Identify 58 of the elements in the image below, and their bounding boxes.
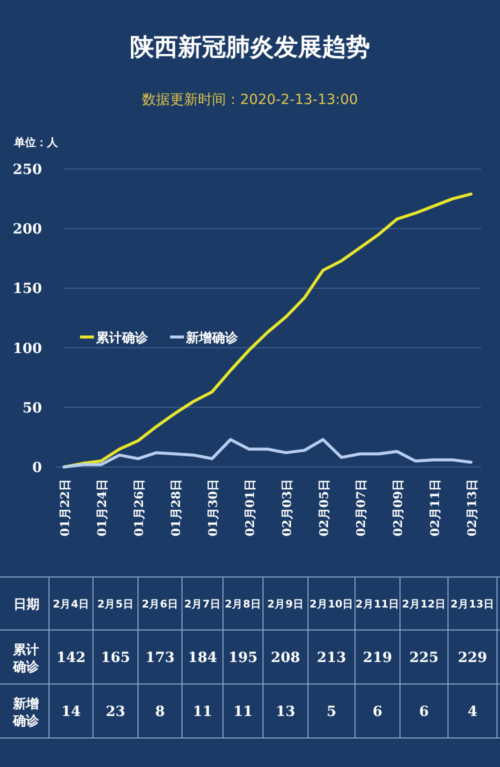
- data-label: 5: [326, 704, 336, 720]
- data-label: 6: [419, 704, 429, 720]
- y-tick-label: 250: [12, 162, 42, 178]
- category-label: 2月5日: [97, 598, 134, 610]
- line-series: [62, 438, 472, 468]
- x-tick-label: 02月05日: [317, 479, 331, 536]
- data-label: 219: [362, 650, 392, 666]
- chart-title: 陕西新冠肺炎发展趋势: [130, 33, 370, 61]
- y-tick-label: 150: [12, 281, 42, 298]
- x-tick-label: 02月11日: [428, 479, 442, 536]
- category-label: 2月8日: [224, 598, 262, 610]
- data-label: 8: [155, 704, 165, 720]
- x-tick-label: 02月13日: [465, 479, 479, 536]
- text: 日期: [14, 598, 40, 612]
- data-label: 213: [316, 650, 346, 666]
- x-tick-label: 01月28日: [169, 479, 183, 536]
- category-label: 2月9日: [267, 598, 304, 610]
- data-label: 6: [372, 704, 382, 720]
- category-label: 2月6日: [142, 598, 178, 610]
- x-tick-label: 01月30日: [206, 479, 220, 536]
- y-axis-title: 单位：人: [13, 136, 59, 149]
- category-label: 2月11日: [356, 598, 400, 610]
- data-label: 23: [106, 704, 126, 720]
- data-label: 195: [228, 650, 258, 666]
- x-tick-label: 01月24日: [95, 479, 109, 536]
- y-tick-label: 100: [12, 340, 42, 357]
- data-label: 229: [458, 650, 488, 666]
- category-label: 2月13日: [450, 598, 494, 610]
- category-label: 2月4日: [52, 598, 90, 610]
- y-tick-label: 200: [12, 222, 42, 238]
- data-label: 173: [145, 650, 175, 666]
- data-label: 142: [56, 650, 86, 666]
- text: 累计确诊: [12, 643, 40, 675]
- x-tick-label: 02月03日: [280, 479, 294, 536]
- data-label: 11: [192, 704, 212, 720]
- category-label: 2月7日: [184, 598, 221, 610]
- chart-subtitle: 数据更新时间：2020-2-13-13:00: [142, 92, 358, 108]
- line-series: [62, 192, 472, 468]
- data-label: 13: [276, 704, 296, 720]
- data-label: 4: [468, 704, 478, 720]
- category-label: 2月12日: [402, 598, 446, 610]
- y-tick-label: 0: [32, 460, 42, 476]
- y-tick-label: 50: [22, 400, 42, 416]
- x-tick-label: 01月26日: [132, 479, 146, 536]
- x-tick-label: 01月22日: [58, 479, 72, 536]
- data-label: 11: [233, 704, 253, 720]
- data-label: 165: [100, 650, 130, 666]
- legend-label: 累计确诊: [95, 331, 149, 346]
- data-label: 225: [409, 650, 439, 666]
- x-tick-label: 02月01日: [243, 479, 257, 536]
- data-label: 208: [270, 650, 300, 666]
- text: 新增确诊: [12, 696, 40, 729]
- x-tick-label: 02月07日: [354, 479, 368, 536]
- data-label: 14: [61, 704, 81, 720]
- x-tick-label: 02月09日: [391, 479, 405, 536]
- data-label: 184: [188, 650, 218, 666]
- category-label: 2月10日: [310, 598, 354, 610]
- legend-label: 新增确诊: [185, 330, 239, 346]
